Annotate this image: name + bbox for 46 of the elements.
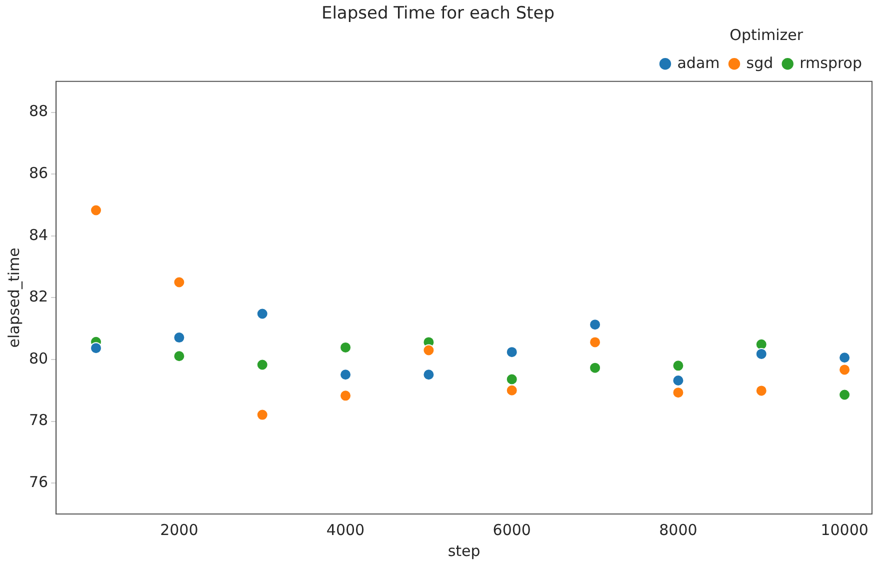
point <box>506 373 518 386</box>
x-axis-title: step <box>448 542 480 560</box>
point <box>256 358 268 371</box>
x-tick-label: 8000 <box>659 520 698 539</box>
point <box>838 388 851 401</box>
y-tick-label: 86 <box>28 164 48 182</box>
point <box>755 348 768 360</box>
point <box>340 341 352 354</box>
y-axis-title: elapsed_time <box>4 248 23 348</box>
legend-label: adam <box>677 54 720 72</box>
legend-title: Optimizer <box>730 26 804 44</box>
y-tick-label: 80 <box>28 349 48 368</box>
point <box>173 350 186 362</box>
point <box>256 408 268 421</box>
point <box>506 346 518 358</box>
y-tick-label: 76 <box>28 472 48 491</box>
point <box>589 362 602 374</box>
point <box>173 276 186 288</box>
point <box>838 352 851 364</box>
y-tick-label: 78 <box>28 411 48 430</box>
point <box>90 204 102 216</box>
point <box>672 374 684 387</box>
point <box>838 364 851 376</box>
legend-label: sgd <box>746 54 774 72</box>
point <box>256 308 268 320</box>
x-tick-label: 10000 <box>820 520 868 539</box>
x-tick-label: 4000 <box>326 520 365 539</box>
point <box>755 384 768 397</box>
point <box>173 332 186 344</box>
y-tick-label: 84 <box>28 226 48 244</box>
y-tick-label: 88 <box>28 102 48 120</box>
point <box>589 336 602 348</box>
point <box>340 390 352 402</box>
point <box>672 386 684 399</box>
point <box>672 360 684 372</box>
point <box>589 318 602 331</box>
point <box>506 384 518 396</box>
point <box>422 344 435 356</box>
point <box>340 368 352 381</box>
point <box>90 342 102 354</box>
legend-label: rmsprop <box>800 54 862 72</box>
chart-title: Elapsed Time for each Step <box>321 4 555 24</box>
x-tick-label: 6000 <box>492 520 531 539</box>
point <box>422 368 435 381</box>
y-tick-label: 82 <box>28 288 48 306</box>
x-tick-label: 2000 <box>160 520 198 539</box>
